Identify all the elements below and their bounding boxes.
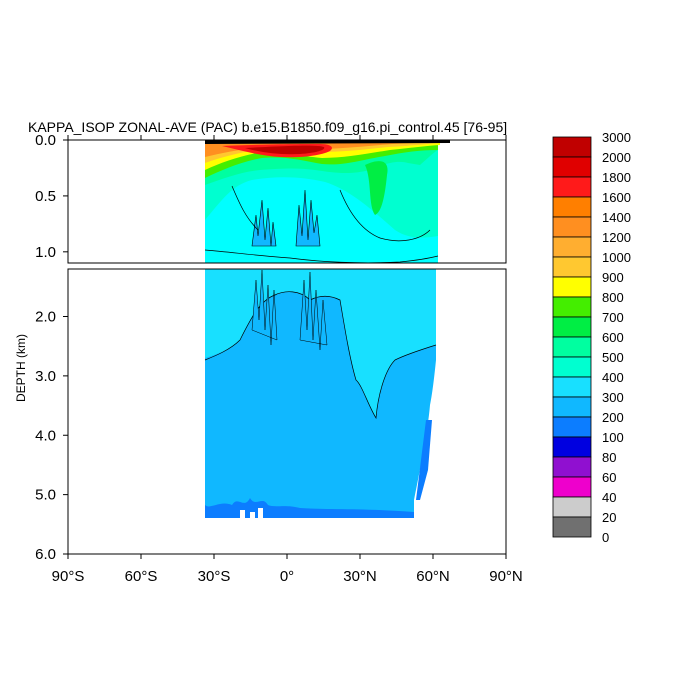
colorbar-label: 600 bbox=[602, 330, 624, 345]
field-streak-lower-1 bbox=[251, 269, 278, 346]
colorbar-label: 400 bbox=[602, 370, 624, 385]
colorbar-swatch bbox=[552, 176, 592, 198]
y-tick-label: 6.0 bbox=[35, 546, 56, 563]
field-band-700 bbox=[365, 161, 388, 215]
colorbar-label: 500 bbox=[602, 350, 624, 365]
colorbar-swatch bbox=[552, 276, 592, 298]
contour-upper-3 bbox=[339, 189, 431, 242]
colorbar-label: 80 bbox=[602, 450, 616, 465]
colorbar-label: 100 bbox=[602, 430, 624, 445]
colorbar-label: 900 bbox=[602, 270, 624, 285]
colorbar-label: 60 bbox=[602, 470, 616, 485]
axes: 90°S 60°S 30°S 0° 30°N 60°N 90°N 0.0 0.5 1.0 2.0 3.… bbox=[35, 132, 523, 585]
colorbar-label: 700 bbox=[602, 310, 624, 325]
colorbar-label: 200 bbox=[602, 410, 624, 425]
colorbar-swatch bbox=[552, 156, 592, 178]
x-tick-label: 90°N bbox=[489, 568, 523, 585]
x-tick-label: 90°S bbox=[52, 568, 85, 585]
colorbar-label: 800 bbox=[602, 290, 624, 305]
colorbar-swatch bbox=[552, 196, 592, 218]
lower-panel-field bbox=[204, 269, 437, 520]
colorbar-label: 1000 bbox=[602, 250, 631, 265]
colorbar-label: 2000 bbox=[602, 150, 631, 165]
colorbar-swatch bbox=[552, 516, 592, 538]
field-gap-3 bbox=[258, 508, 263, 520]
colorbar-swatch bbox=[552, 316, 592, 338]
field-band-400 bbox=[205, 269, 436, 418]
x-tick-label: 60°N bbox=[416, 568, 450, 585]
colorbar-label: 20 bbox=[602, 510, 616, 525]
upper-panel-field bbox=[204, 140, 450, 263]
colorbar-label: 3000 bbox=[602, 130, 631, 145]
colorbar-label: 1400 bbox=[602, 210, 631, 225]
x-tick-label: 30°S bbox=[198, 568, 231, 585]
y-tick-label: 3.0 bbox=[35, 368, 56, 385]
colorbar-label: 1800 bbox=[602, 170, 631, 185]
colorbar-swatch bbox=[552, 256, 592, 278]
colorbar-swatch bbox=[552, 416, 592, 438]
colorbar-swatch bbox=[552, 496, 592, 518]
colorbar-swatch bbox=[552, 356, 592, 378]
contour-upper-2 bbox=[231, 185, 259, 231]
x-tick-label: 0° bbox=[280, 568, 294, 585]
field-band-3000 bbox=[245, 145, 325, 155]
colorbar-label: 0 bbox=[602, 530, 609, 545]
colorbar-label: 300 bbox=[602, 390, 624, 405]
colorbar-swatch bbox=[552, 396, 592, 418]
colorbar-swatch bbox=[552, 296, 592, 318]
y-tick-label: 5.0 bbox=[35, 487, 56, 504]
y-tick-label: 1.0 bbox=[35, 244, 56, 261]
colorbar-label: 1600 bbox=[602, 190, 631, 205]
colorbar-label: 1200 bbox=[602, 230, 631, 245]
colorbar-swatch bbox=[552, 376, 592, 398]
contour-lower-1 bbox=[204, 291, 437, 420]
y-tick-label: 2.0 bbox=[35, 309, 56, 326]
colorbar-swatch bbox=[552, 436, 592, 458]
colorbar-swatch bbox=[552, 476, 592, 498]
field-streak-upper-2 bbox=[295, 189, 321, 247]
x-tick-label: 30°N bbox=[343, 568, 377, 585]
colorbar-label: 40 bbox=[602, 490, 616, 505]
field-streak-lower-2 bbox=[299, 271, 328, 351]
field-streak-upper-1 bbox=[251, 199, 277, 247]
y-axis-label: DEPTH (km) bbox=[14, 334, 28, 402]
colorbar-swatch bbox=[552, 216, 592, 238]
colorbar-swatch bbox=[552, 336, 592, 358]
colorbar-swatch bbox=[552, 236, 592, 258]
y-tick-label: 0.0 bbox=[35, 132, 56, 149]
field-band-200 bbox=[205, 498, 414, 518]
field-gap-1 bbox=[240, 510, 245, 520]
y-tick-label: 4.0 bbox=[35, 427, 56, 444]
contour-upper-1 bbox=[204, 249, 439, 263]
field-surface-band bbox=[205, 140, 450, 144]
colorbar: 3000200018001600140012001000900800700600… bbox=[552, 130, 631, 545]
colorbar-swatch bbox=[552, 456, 592, 478]
y-tick-label: 0.5 bbox=[35, 188, 56, 205]
field-edge-band bbox=[416, 420, 432, 500]
x-tick-label: 60°S bbox=[125, 568, 158, 585]
field-gap-2 bbox=[250, 512, 255, 520]
chart-title: KAPPA_ISOP ZONAL-AVE (PAC) b.e15.B1850.f… bbox=[28, 119, 507, 135]
colorbar-swatch bbox=[552, 136, 592, 158]
